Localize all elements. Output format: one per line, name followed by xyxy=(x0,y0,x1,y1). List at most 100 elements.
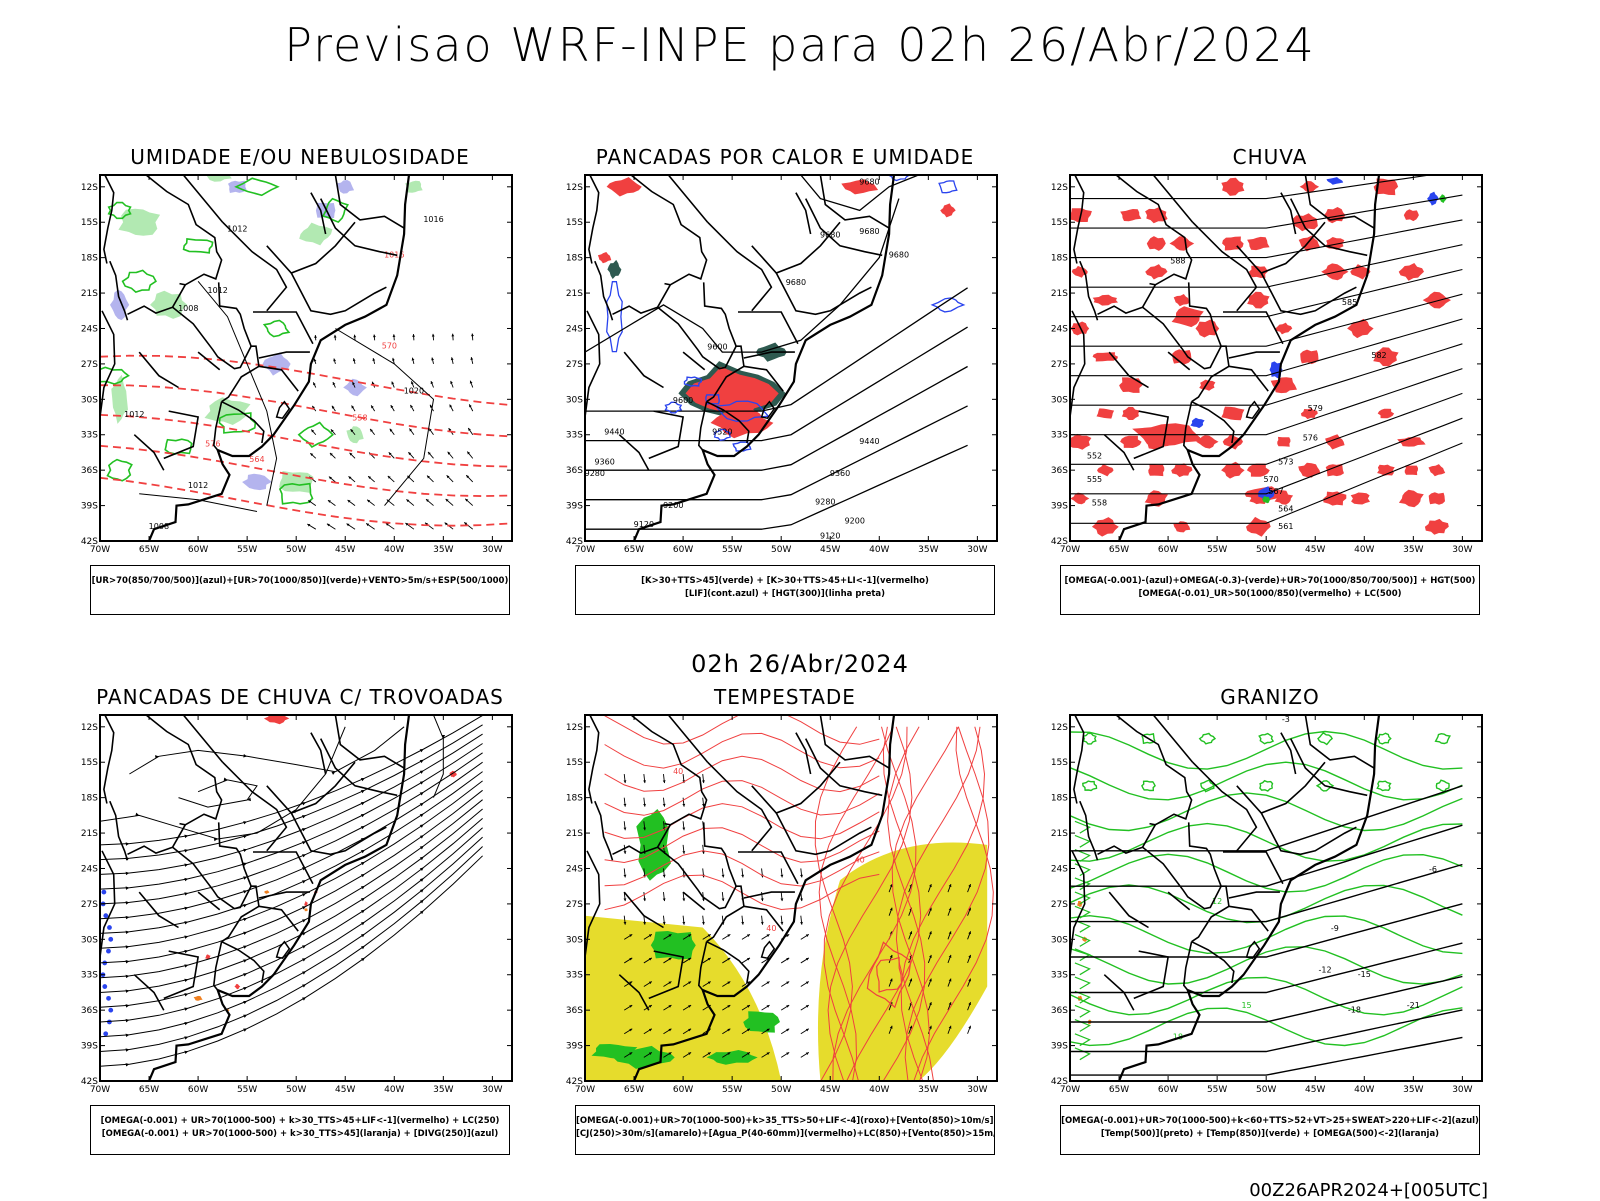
wind-vector-head xyxy=(412,334,416,337)
boundary-line xyxy=(1115,175,1193,286)
humidity-low-area xyxy=(299,222,333,246)
streamline-arrowhead xyxy=(243,931,248,935)
temp-500-contour xyxy=(1070,824,1463,887)
boundary-line xyxy=(1187,822,1230,943)
lat-tick-label: 24S xyxy=(81,864,98,874)
humidity-contour xyxy=(182,238,214,254)
wind-vector-head xyxy=(805,1052,809,1056)
boundary-line xyxy=(138,351,179,389)
lat-tick-label: 30S xyxy=(81,395,98,405)
boundary-line xyxy=(775,812,872,856)
wind-vector-head xyxy=(707,934,711,937)
wind-vector-head xyxy=(968,884,971,888)
boundary-line xyxy=(1236,221,1326,274)
contour-label: -15 xyxy=(1358,970,1371,979)
lon-tick-label: 50W xyxy=(286,1085,306,1095)
wind-vector-head xyxy=(948,954,952,958)
lat-tick-label: 24S xyxy=(1051,324,1068,334)
wind-contour xyxy=(876,956,903,993)
wind-vector-head xyxy=(668,934,672,937)
wind-vector-head xyxy=(688,957,692,961)
wind-vector-head xyxy=(688,1005,692,1008)
boundary-line xyxy=(100,310,116,436)
wind-vector-head xyxy=(766,1028,770,1032)
streamline-arrowhead xyxy=(184,978,189,983)
lat-tick-label: 15S xyxy=(566,758,583,768)
temp-850-contour xyxy=(1082,780,1098,792)
panel-legend: [OMEGA(-0.001)-(azul)+OMEGA(-0.3)-(verde… xyxy=(1060,565,1480,615)
geopotential-contour xyxy=(1070,194,1463,229)
boundary-line xyxy=(1167,891,1191,911)
divergence-area xyxy=(108,936,114,942)
wind-contour xyxy=(900,726,986,1081)
plot-frame xyxy=(584,174,998,542)
rain-area xyxy=(1145,207,1168,224)
rain-area xyxy=(1145,264,1168,280)
lon-tick-label: 65W xyxy=(139,545,159,555)
boundary-line xyxy=(133,974,165,1011)
streamline-arrowhead xyxy=(419,749,424,753)
streamline-arrowhead xyxy=(331,771,336,775)
humidity-contour xyxy=(106,458,133,482)
wind-vector-head xyxy=(701,803,705,807)
wind-contour xyxy=(604,827,880,864)
instability-strong-area xyxy=(841,179,879,195)
streamline-arrowhead xyxy=(125,945,130,949)
wind-vector-head xyxy=(372,358,376,362)
contour-label: 9360 xyxy=(594,457,614,466)
omega-area xyxy=(1427,191,1439,206)
wind-vector-head xyxy=(707,981,711,985)
wind-vector-head xyxy=(313,358,317,362)
wind-vector-head xyxy=(727,1052,731,1056)
legend-line: [OMEGA(-0.001)+UR>70(1000-500)+k<60+TTS>… xyxy=(1061,1116,1479,1126)
wind-vector-head xyxy=(330,429,334,433)
rain-area xyxy=(1119,377,1143,393)
streamline-arrowhead xyxy=(419,899,424,904)
wind-vector-head xyxy=(929,954,932,958)
boundary-line xyxy=(1236,761,1326,814)
boundary-line xyxy=(217,822,260,943)
contour-label: 555 xyxy=(1087,475,1102,484)
humidity-low-area xyxy=(204,397,251,425)
wind-vector-head xyxy=(623,921,627,925)
streamline-arrowhead xyxy=(213,837,218,842)
coastline xyxy=(147,715,411,1081)
lat-tick-label: 18S xyxy=(81,794,98,804)
lat-tick-label: 33S xyxy=(1051,971,1068,981)
lifted-index-contour xyxy=(886,175,911,182)
panel-pancadas-calor: PANCADAS POR CALOR E UMIDADE 9680 9680 968… xyxy=(565,145,1005,615)
lon-tick-label: 65W xyxy=(1109,545,1129,555)
wind-vector-head xyxy=(350,429,354,433)
lagoa-dos-patos xyxy=(1245,940,1261,960)
boundary-line xyxy=(334,175,405,229)
legend-line: [LIF](cont.azul) + [HGT(300)](linha pret… xyxy=(684,589,886,599)
lat-tick-label: 30S xyxy=(1051,935,1068,945)
temp-850-contour xyxy=(1070,884,1463,924)
contour-label: 40 xyxy=(673,767,683,776)
wind-contour xyxy=(866,941,912,1009)
boundary-line xyxy=(1223,851,1284,885)
thunder-area xyxy=(263,715,290,725)
boundary-line xyxy=(1103,974,1135,1011)
lon-tick-label: 50W xyxy=(286,545,306,555)
divergence-area xyxy=(108,1007,114,1013)
wind-vector-head xyxy=(623,874,627,878)
wind-vector-head xyxy=(948,978,952,982)
wind-vector-head xyxy=(623,827,627,831)
streamline-arrowhead xyxy=(125,842,130,846)
lat-tick-label: 27S xyxy=(1051,360,1068,370)
lon-tick-label: 70W xyxy=(1060,1085,1080,1095)
boundary-line xyxy=(1142,846,1222,910)
streamline-arrowhead xyxy=(360,861,365,866)
temp-850-contour xyxy=(1074,990,1091,1004)
contour-label: -3 xyxy=(1282,715,1290,724)
wind-vector-head xyxy=(405,522,409,526)
wind-vector-head xyxy=(766,934,770,937)
wind-vector-head xyxy=(392,334,396,338)
wind-vector-head xyxy=(929,1025,932,1029)
lon-tick-label: 40W xyxy=(869,545,889,555)
boundary-line xyxy=(1152,175,1194,223)
boundary-line xyxy=(775,272,872,316)
wind-vector-head xyxy=(353,334,357,338)
height-contour xyxy=(585,326,968,442)
